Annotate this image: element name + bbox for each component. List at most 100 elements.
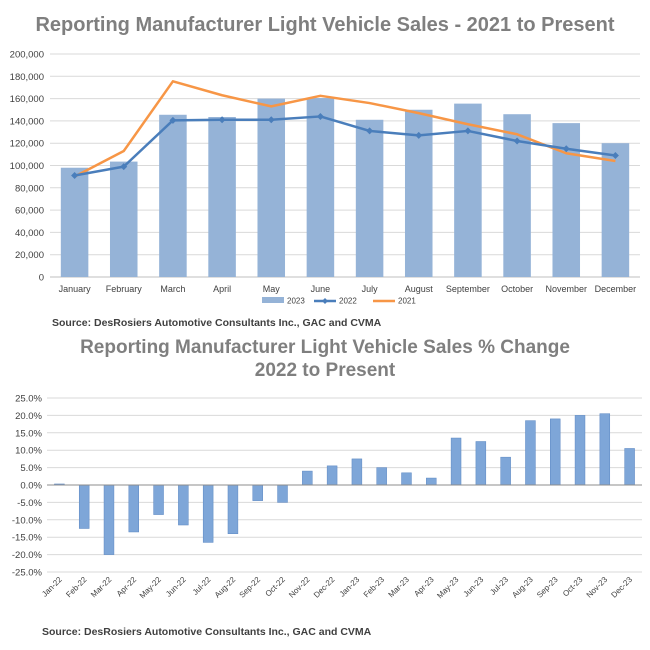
- x-tick-label: Oct-22: [264, 575, 288, 599]
- pct-bar: [525, 420, 536, 486]
- x-tick-label: Jul-22: [191, 575, 213, 597]
- marker-2022: [366, 127, 374, 135]
- x-tick-label: January: [59, 284, 92, 294]
- marker-2022: [71, 172, 79, 180]
- bar-2023: [355, 119, 384, 277]
- pct-bar: [624, 448, 635, 486]
- x-tick-label: Mar-23: [387, 575, 412, 600]
- x-tick-label: July: [362, 284, 379, 294]
- pct-bar: [302, 470, 313, 486]
- pct-bar: [277, 484, 288, 503]
- x-tick-label: Feb-22: [64, 575, 89, 600]
- legend-label-2023: 2023: [287, 297, 305, 306]
- pct-bar: [550, 418, 561, 486]
- bar-2023: [109, 161, 138, 277]
- bar-2023: [601, 143, 630, 277]
- chart1-source: Source: DesRosiers Automotive Consultant…: [52, 317, 382, 329]
- y-tick-label: 120,000: [10, 139, 44, 150]
- pct-bar: [401, 472, 412, 486]
- line-2022: [74, 115, 616, 177]
- x-tick-label: Jun-23: [462, 575, 486, 599]
- y-tick-label: 20.0%: [15, 411, 42, 422]
- pct-bar: [153, 484, 164, 515]
- y-tick-label: -10.0%: [12, 515, 43, 526]
- marker-2022: [464, 127, 472, 135]
- marker-2022: [218, 116, 226, 124]
- pct-bar: [202, 484, 214, 543]
- x-tick-label: Apr-22: [115, 575, 139, 599]
- x-tick-label: Jan-22: [40, 575, 64, 599]
- y-tick-label: 60,000: [15, 206, 44, 217]
- x-tick-label: May: [263, 284, 281, 294]
- x-tick-label: Aug-22: [213, 575, 238, 600]
- x-tick-label: June: [311, 284, 331, 294]
- x-tick-label: Jul-23: [488, 575, 510, 597]
- y-tick-label: 0: [39, 273, 44, 284]
- y-tick-label: 40,000: [15, 228, 44, 239]
- y-tick-label: 80,000: [15, 183, 44, 194]
- marker-2022: [513, 137, 521, 145]
- x-tick-label: Sep-22: [238, 575, 263, 600]
- y-tick-label: 200,000: [10, 50, 44, 61]
- y-tick-label: -15.0%: [12, 533, 43, 544]
- x-tick-label: May-23: [435, 575, 461, 601]
- x-tick-label: Nov-22: [287, 575, 312, 600]
- bar-2023: [257, 98, 286, 277]
- x-tick-label: October: [501, 284, 533, 294]
- y-tick-label: 20,000: [15, 250, 44, 261]
- bar-2023: [208, 116, 236, 277]
- pct-bar: [475, 441, 487, 486]
- x-tick-label: Jan-23: [338, 575, 362, 599]
- legend-label-2021: 2021: [398, 297, 416, 306]
- y-tick-label: 180,000: [10, 72, 44, 83]
- x-tick-label: August: [405, 284, 434, 294]
- pct-bar: [376, 467, 387, 486]
- chart2-source: Source: DesRosiers Automotive Consultant…: [42, 626, 372, 638]
- y-tick-label: 160,000: [10, 94, 44, 105]
- y-tick-label: 100,000: [10, 161, 44, 172]
- pct-bar: [128, 484, 139, 533]
- y-tick-label: 140,000: [10, 116, 44, 127]
- x-tick-label: Jun-22: [164, 575, 188, 599]
- x-tick-label: Sep-23: [535, 575, 560, 600]
- x-tick-label: Nov-23: [585, 575, 610, 600]
- pct-bar: [252, 484, 263, 501]
- legend-marker-2022: [322, 298, 328, 304]
- y-tick-label: 0.0%: [20, 481, 42, 492]
- marker-2022: [120, 163, 128, 171]
- x-tick-label: May-22: [138, 575, 164, 601]
- y-tick-label: 5.0%: [20, 463, 42, 474]
- pct-bar: [500, 456, 511, 486]
- pct-bar: [178, 484, 189, 526]
- chart2-title-line1: Reporting Manufacturer Light Vehicle Sal…: [80, 337, 570, 358]
- pct-bar: [574, 415, 586, 486]
- x-tick-label: Mar-22: [89, 575, 114, 600]
- pct-bar: [326, 465, 338, 486]
- x-tick-label: Oct-23: [561, 575, 585, 599]
- marker-2022: [316, 112, 324, 120]
- x-tick-label: Dec-23: [609, 575, 634, 600]
- marker-2022: [415, 131, 423, 139]
- marker-2022: [169, 116, 177, 124]
- bar-2023: [60, 167, 89, 277]
- marker-2022: [562, 145, 570, 153]
- legend-swatch-2023: [262, 297, 284, 303]
- x-tick-label: December: [595, 284, 637, 294]
- x-tick-label: November: [545, 284, 587, 294]
- marker-2022: [267, 116, 275, 124]
- pct-bar: [450, 437, 462, 486]
- pct-bar: [78, 484, 90, 529]
- x-tick-label: March: [160, 284, 185, 294]
- marker-2022: [611, 151, 619, 159]
- x-tick-label: Apr-23: [412, 575, 436, 599]
- y-tick-label: 25.0%: [15, 394, 42, 405]
- pct-bar: [599, 413, 611, 486]
- line-2021: [74, 80, 616, 178]
- pct-bar: [426, 477, 437, 486]
- y-tick-label: -5.0%: [17, 498, 42, 509]
- y-tick-label: -20.0%: [12, 550, 43, 561]
- x-tick-label: February: [106, 284, 143, 294]
- chart2-title-line2: 2022 to Present: [254, 360, 396, 381]
- x-tick-label: September: [446, 284, 490, 294]
